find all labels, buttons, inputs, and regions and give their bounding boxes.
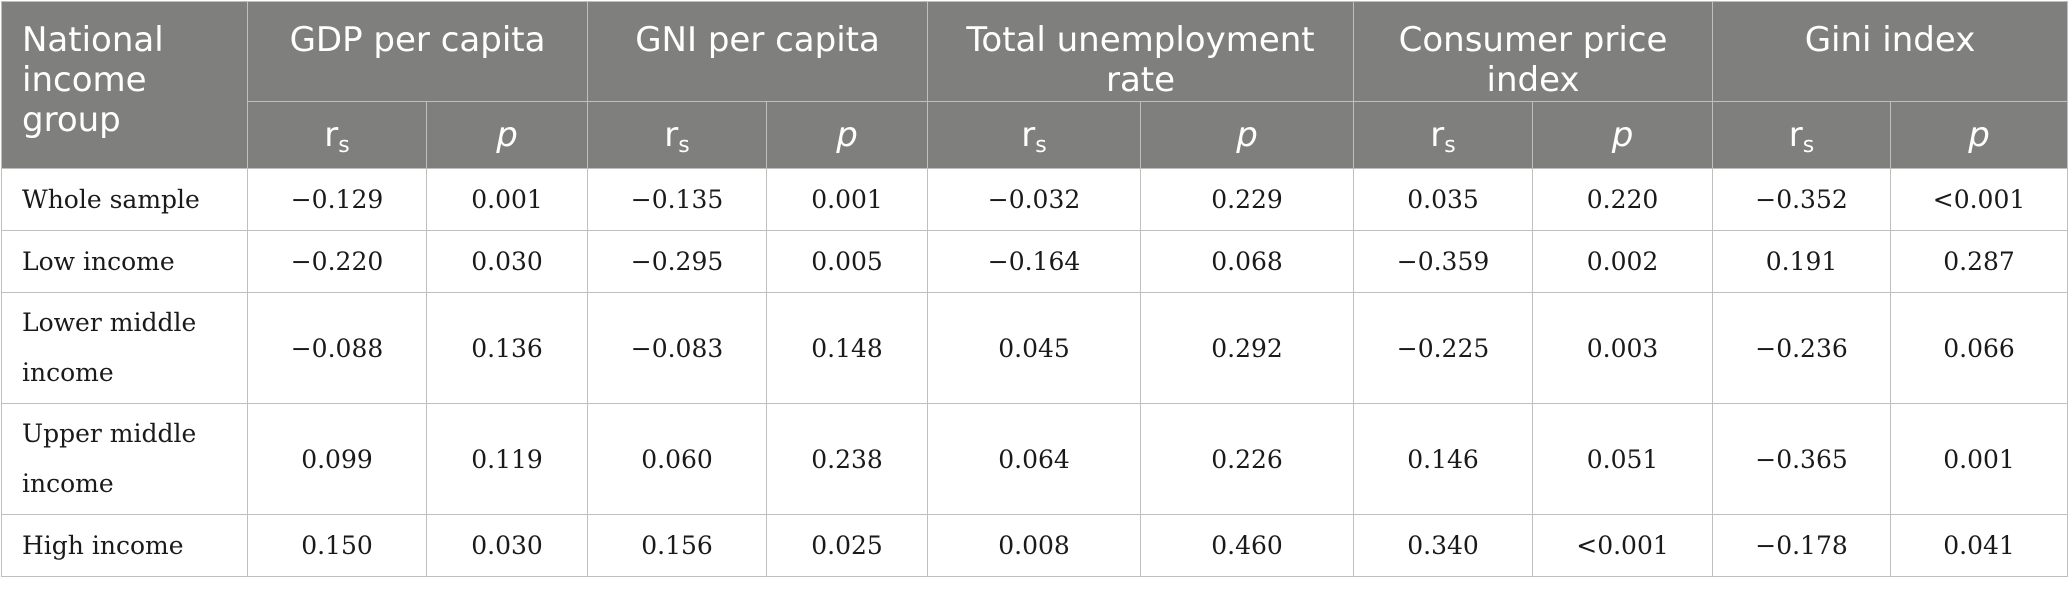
cell-value: 0.287 [1890, 230, 2068, 293]
header-gdp-per-capita: GDP per capita [246, 1, 589, 102]
row-label: Lower middle income [1, 292, 248, 404]
cell-value: 0.030 [425, 514, 589, 577]
header-rs: rs [247, 101, 427, 169]
cell-value: −0.088 [247, 292, 427, 404]
cell-value: 0.025 [766, 514, 929, 577]
cell-value: 0.156 [587, 514, 768, 577]
cell-value: 0.003 [1532, 292, 1714, 404]
cell-value: 0.001 [1890, 403, 2068, 515]
cell-value: 0.066 [1890, 292, 2068, 404]
cell-value: 0.001 [425, 168, 589, 231]
cell-value: 0.005 [766, 230, 929, 293]
header-total-unemployment-rate: Total unemployment rate [927, 1, 1355, 102]
cell-value: 0.191 [1712, 230, 1892, 293]
cell-value: 0.220 [1532, 168, 1714, 231]
cell-value: −0.135 [587, 168, 768, 231]
cell-value: 0.146 [1353, 403, 1534, 515]
header-group-line: National [22, 20, 164, 60]
cell-value: 0.001 [766, 168, 929, 231]
cell-value: 0.045 [927, 292, 1142, 404]
table-row: Whole sample −0.129 0.001 −0.135 0.001 −… [1, 168, 2068, 231]
header-p: p [766, 101, 929, 169]
header-rs: rs [1712, 101, 1892, 169]
cell-value: 0.136 [425, 292, 589, 404]
cell-value: 0.119 [425, 403, 589, 515]
cell-value: −0.032 [927, 168, 1142, 231]
header-row-variables: National income group GDP per capita GNI… [1, 1, 2068, 169]
cell-value: −0.083 [587, 292, 768, 404]
cell-value: 0.226 [1140, 403, 1355, 515]
cell-value: 0.238 [766, 403, 929, 515]
cell-value: −0.359 [1353, 230, 1534, 293]
table-row: Upper middle income 0.099 0.119 0.060 0.… [1, 403, 2068, 515]
cell-value: 0.229 [1140, 168, 1355, 231]
header-rs: rs [927, 101, 1142, 169]
cell-value: <0.001 [1890, 168, 2068, 231]
row-label-line: Upper middle [22, 419, 197, 448]
header-p: p [1890, 101, 2068, 169]
row-label-line: Lower middle [22, 308, 197, 337]
table-row: High income 0.150 0.030 0.156 0.025 0.00… [1, 514, 2068, 577]
header-gni-per-capita: GNI per capita [587, 1, 929, 102]
cell-value: −0.129 [247, 168, 427, 231]
cell-value: 0.008 [927, 514, 1142, 577]
cell-value: 0.148 [766, 292, 929, 404]
cell-value: 0.064 [927, 403, 1142, 515]
cell-value: −0.236 [1712, 292, 1892, 404]
cell-value: 0.068 [1140, 230, 1355, 293]
header-consumer-price-index: Consumer price index [1353, 1, 1714, 102]
header-p: p [1532, 101, 1714, 169]
row-label: Low income [1, 230, 248, 293]
cell-value: 0.051 [1532, 403, 1714, 515]
cell-value: −0.365 [1712, 403, 1892, 515]
cell-value: 0.460 [1140, 514, 1355, 577]
cell-value: −0.225 [1353, 292, 1534, 404]
header-rs: rs [587, 101, 768, 169]
cell-value: <0.001 [1532, 514, 1714, 577]
cell-value: 0.030 [425, 230, 589, 293]
header-group-line: group [22, 100, 121, 140]
cell-value: 0.002 [1532, 230, 1714, 293]
row-label: High income [1, 514, 248, 577]
header-gini-index: Gini index [1712, 1, 2068, 102]
cell-value: 0.035 [1353, 168, 1534, 231]
row-label-line: income [22, 358, 114, 387]
header-national-income-group: National income group [1, 1, 248, 169]
cell-value: 0.099 [247, 403, 427, 515]
cell-value: −0.295 [587, 230, 768, 293]
cell-value: 0.150 [247, 514, 427, 577]
table-row: Low income −0.220 0.030 −0.295 0.005 −0.… [1, 230, 2068, 293]
header-row-statistics: rs p rs p rs p rs p rs p [2, 101, 2068, 169]
row-label-line: income [22, 469, 114, 498]
cell-value: 0.060 [587, 403, 768, 515]
cell-value: −0.352 [1712, 168, 1892, 231]
row-label: Upper middle income [1, 403, 248, 515]
header-rs: rs [1353, 101, 1534, 169]
table-row: Lower middle income −0.088 0.136 −0.083 … [1, 292, 2068, 404]
row-label: Whole sample [1, 168, 248, 231]
cell-value: −0.178 [1712, 514, 1892, 577]
cell-value: 0.292 [1140, 292, 1355, 404]
header-p: p [425, 101, 589, 169]
cell-value: 0.340 [1353, 514, 1534, 577]
correlation-table: National income group GDP per capita GNI… [1, 1, 2068, 577]
header-p: p [1140, 101, 1355, 169]
cell-value: −0.220 [247, 230, 427, 293]
cell-value: 0.041 [1890, 514, 2068, 577]
cell-value: −0.164 [927, 230, 1142, 293]
header-group-line: income [22, 60, 147, 100]
